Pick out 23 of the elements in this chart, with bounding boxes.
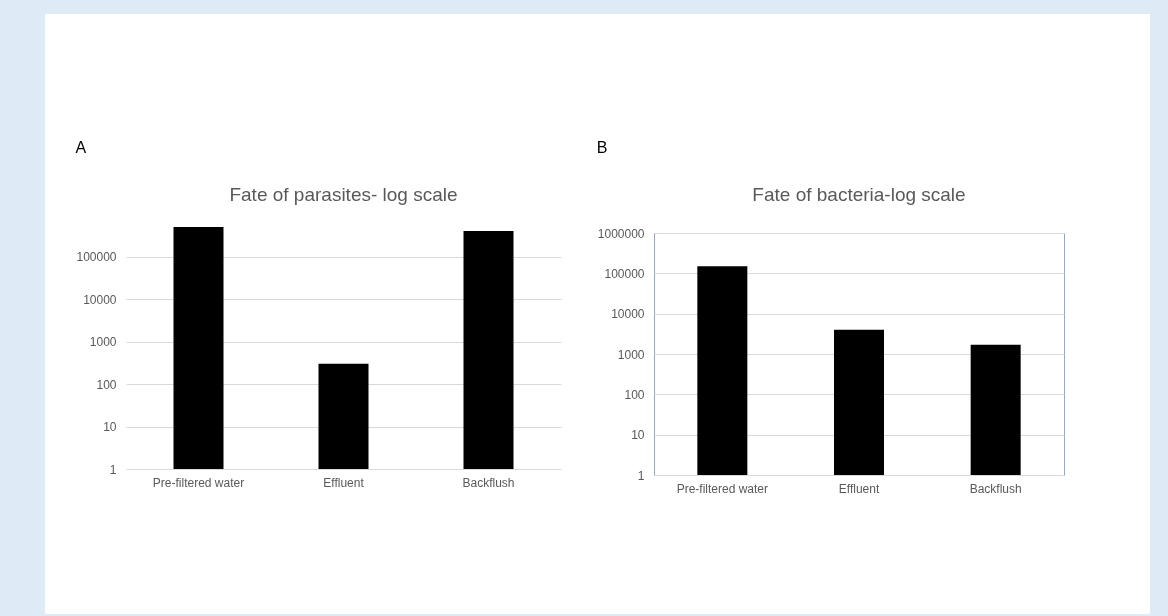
y-tick-label: 1000	[89, 335, 117, 350]
y-tick-label: 1	[109, 462, 117, 477]
x-tick-label: Pre-filtered water	[676, 481, 769, 496]
chart-title: Fate of parasites- log scale	[229, 184, 458, 205]
y-tick-label: 1	[637, 468, 645, 483]
y-tick-label: 100	[96, 377, 117, 392]
text: A	[75, 138, 87, 156]
y-tick-label: 10	[103, 420, 117, 435]
y-tick-label: 100	[624, 387, 645, 402]
chart-title: Fate of bacteria-log scale	[752, 184, 966, 205]
y-tick-label: 10000	[611, 307, 645, 322]
text: B	[596, 138, 608, 156]
y-tick-label: 10000	[83, 292, 117, 307]
x-tick-label: Pre-filtered water	[152, 475, 245, 490]
y-tick-label: 100000	[76, 250, 117, 265]
x-tick-label: Effluent	[323, 475, 365, 490]
x-tick-label: Effluent	[838, 481, 880, 496]
y-tick-label: 10	[631, 428, 645, 443]
x-tick-label: Backflush	[969, 481, 1022, 496]
y-tick-label: 1000000	[597, 226, 645, 241]
x-tick-label: Backflush	[462, 475, 515, 490]
y-tick-label: 1000	[617, 347, 645, 362]
y-tick-label: 100000	[604, 266, 645, 281]
